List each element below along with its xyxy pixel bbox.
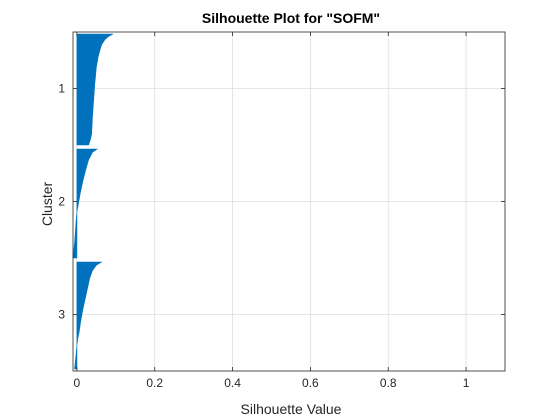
y-axis-label: Cluster — [39, 181, 55, 226]
x-tick-label: 0.8 — [380, 376, 397, 390]
x-axis-label: Silhouette Value — [241, 401, 342, 417]
y-tick-labels: 1 2 3 — [58, 82, 65, 322]
x-tick-labels: 0 0.2 0.4 0.6 0.8 1 — [74, 376, 470, 390]
y-tick-label: 3 — [58, 308, 65, 322]
x-tick-label: 0.4 — [224, 376, 241, 390]
axis-ticks — [73, 32, 505, 371]
chart-title: Silhouette Plot for "SOFM" — [202, 10, 380, 26]
x-tick-label: 0.6 — [302, 376, 319, 390]
cluster-1-silhouette — [76, 33, 114, 146]
cluster-3-silhouette — [74, 261, 103, 370]
x-tick-label: 1 — [463, 376, 470, 390]
x-tick-label: 0 — [74, 376, 81, 390]
y-tick-label: 1 — [58, 82, 65, 96]
horizontal-gridlines — [73, 88, 505, 315]
y-tick-label: 2 — [58, 195, 65, 209]
x-tick-label: 0.2 — [146, 376, 163, 390]
